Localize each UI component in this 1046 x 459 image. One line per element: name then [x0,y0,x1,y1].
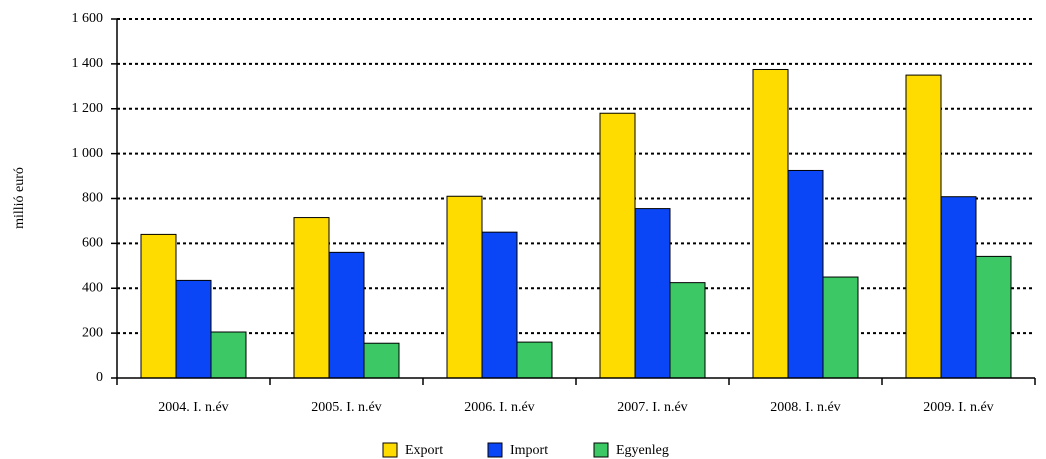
bar [787,169,824,379]
bar [975,255,1012,379]
legend-swatch [382,442,398,458]
y-tick-label: 200 [82,325,103,340]
y-tick-label: 400 [82,280,103,295]
x-tick-label: 2004. I. n.év [158,400,228,415]
legend-label: Export [405,443,443,458]
bar [822,276,859,379]
bar [752,68,789,379]
bar [363,342,400,379]
y-axis-label: millió euró [12,167,27,229]
bar [905,74,942,379]
x-tick-label: 2005. I. n.év [311,400,381,415]
y-tick-label: 600 [82,236,103,251]
legend-swatch [487,442,503,458]
bar [293,217,330,379]
bar [481,231,518,379]
bar [516,341,553,379]
legend-label: Import [510,443,548,458]
legend-swatch [593,442,609,458]
x-tick-label: 2008. I. n.év [770,400,840,415]
y-tick-label: 1 200 [72,101,104,116]
bar [669,282,706,379]
y-tick-label: 800 [82,191,103,206]
x-tick-label: 2009. I. n.év [923,400,993,415]
x-tick-label: 2006. I. n.év [464,400,534,415]
bar [940,196,977,379]
bar [140,233,177,379]
bar [210,331,247,379]
legend-label: Egyenleg [616,443,669,458]
bar [328,251,365,379]
y-tick-label: 1 600 [72,11,104,26]
y-tick-label: 0 [96,370,103,385]
bar [175,279,212,379]
bar [634,208,671,379]
y-tick-label: 1 400 [72,56,104,71]
x-tick-label: 2007. I. n.év [617,400,687,415]
bar [599,112,636,379]
y-tick-label: 1 000 [72,146,104,161]
bar [446,195,483,379]
